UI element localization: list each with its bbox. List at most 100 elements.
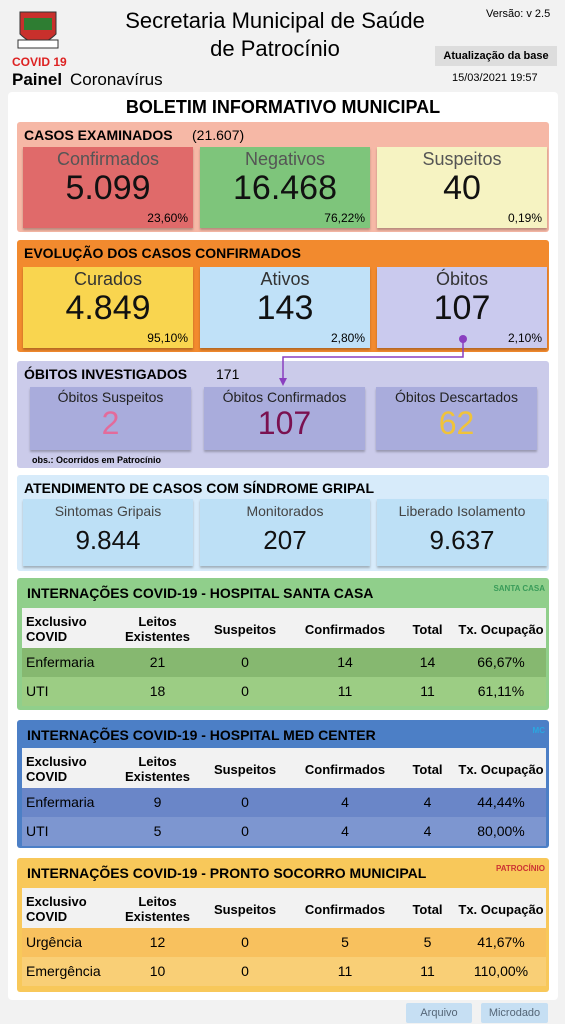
stat-card: Óbitos 107 2,10% [377,267,547,348]
section-title: ÓBITOS INVESTIGADOS [24,366,188,382]
table-cell: 11 [420,963,435,979]
table-row [22,817,546,846]
stat-card: Negativos 16.468 76,22% [200,147,370,228]
stat-card: Confirmados 5.099 23,60% [23,147,193,228]
column-header: Suspeitos [213,621,277,637]
stat-card: Óbitos Suspeitos 2 [30,387,191,450]
table-header [22,608,546,648]
stat-card: Curados 4.849 95,10% [23,267,193,348]
panel-label: Painel [12,70,63,89]
card-label: Óbitos Confirmados [222,389,347,405]
card-label: Óbitos [435,269,489,289]
card-percent: 76,22% [324,211,365,225]
card-value: 2 [101,405,120,441]
hospital-logo: SANTA CASA [493,584,545,593]
column-header: Total [412,621,443,637]
table-cell: 9 [153,794,162,810]
title-line2: de Patrocínio [210,36,340,61]
table-cell: 0 [241,963,249,979]
column-header: Total [412,901,443,917]
section-title: ATENDIMENTO DE CASOS COM SÍNDROME GRIPAL [24,480,375,496]
card-label: Suspeitos [422,149,502,169]
table-cell: 80,00% [477,823,525,839]
column-header: Confirmados [304,761,386,777]
footer-button[interactable]: Arquivo [406,1003,472,1023]
table-row [22,788,546,817]
card-value: 143 [256,289,314,327]
table-cell: Enfermaria [26,654,95,670]
column-header: Exclusivo COVID [26,894,87,924]
table-cell: 21 [149,654,166,670]
section-title: EVOLUÇÃO DOS CASOS CONFIRMADOS [24,245,301,261]
table-title: INTERNAÇÕES COVID-19 - HOSPITAL SANTA CA… [27,585,374,601]
card-value: 207 [263,525,307,555]
column-header: Tx. Ocupação [458,621,544,637]
card-label: Negativos [244,149,326,169]
column-header: Leitos Existentes [124,894,191,924]
card-percent: 2,10% [507,331,542,345]
covid-label: COVID 19 [12,55,67,69]
table-cell: Enfermaria [26,794,95,810]
card-label: Confirmados [56,149,160,169]
column-header: Exclusivo COVID [26,614,87,644]
table-row [22,677,546,706]
card-value: 5.099 [65,169,151,207]
section-total: (21.607) [192,127,245,143]
card-value: 9.844 [75,525,141,555]
card-percent: 2,80% [330,331,365,345]
table-cell: 10 [149,963,166,979]
table-cell: 14 [337,654,353,670]
table-cell: UTI [26,823,49,839]
card-label: Óbitos Descartados [395,389,518,405]
table-cell: Urgência [26,934,83,950]
table-cell: 110,00% [473,963,529,979]
update-label: Atualização da base [435,46,557,66]
table-cell: 41,67% [477,934,525,950]
footer-button[interactable]: Microdado [481,1003,548,1023]
column-header: Confirmados [304,901,386,917]
update-date: 15/03/2021 19:57 [452,72,538,84]
card-label: Liberado Isolamento [398,503,526,519]
table-cell: 18 [149,683,166,699]
table-cell: 11 [337,963,353,979]
column-header: Suspeitos [213,901,277,917]
card-value: 40 [443,169,481,207]
stat-card: Óbitos Descartados 62 [376,387,537,450]
table-cell: 5 [341,934,349,950]
table-cell: 5 [153,823,162,839]
column-header: Tx. Ocupação [458,901,544,917]
table-cell: 4 [341,794,349,810]
section-total: 171 [216,366,240,382]
column-header: Exclusivo COVID [26,754,87,784]
table-cell: 4 [423,823,432,839]
table-cell: 14 [419,654,436,670]
table-cell: 4 [341,823,349,839]
section-note: obs.: Ocorridos em Patrocínio [32,455,162,465]
stat-card: Ativos 143 2,80% [200,267,370,348]
table-cell: 11 [420,683,435,699]
stat-card: Liberado Isolamento 9.637 [377,499,547,566]
stat-card: Óbitos Confirmados 107 [204,387,365,450]
table-row [22,957,546,986]
column-header: Confirmados [304,621,386,637]
table-cell: 5 [423,934,432,950]
table-cell: 0 [241,654,249,670]
card-label: Óbitos Suspeitos [57,389,164,405]
stat-card: Monitorados 207 [200,499,370,566]
bulletin-title: BOLETIM INFORMATIVO MUNICIPAL [125,97,441,117]
title-line1: Secretaria Municipal de Saúde [125,8,425,33]
table-cell: Emergência [26,963,101,979]
city-logo [17,11,59,49]
table-cell: 0 [241,934,249,950]
section-title: CASOS EXAMINADOS [24,127,173,143]
card-percent: 95,10% [147,331,188,345]
card-value: 16.468 [233,169,337,207]
table-cell: 0 [241,794,249,810]
table-cell: 0 [241,683,249,699]
panel-sub: Coronavírus [70,70,163,89]
column-header: Leitos Existentes [124,614,191,644]
card-percent: 0,19% [507,211,542,225]
column-header: Tx. Ocupação [458,761,544,777]
card-label: Sintomas Gripais [54,503,162,519]
table-title: INTERNAÇÕES COVID-19 - HOSPITAL MED CENT… [27,727,376,743]
